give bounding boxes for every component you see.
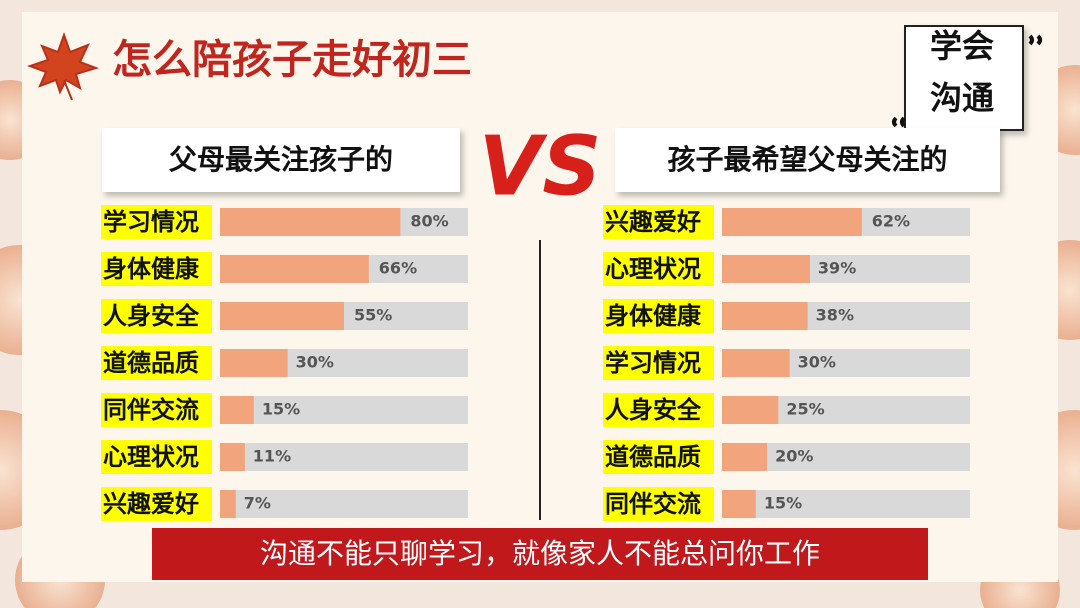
badge: 学会 沟通 bbox=[892, 25, 1042, 131]
category-label: 同伴交流 bbox=[605, 490, 701, 518]
bar bbox=[220, 255, 369, 283]
value-label: 15% bbox=[262, 400, 300, 419]
value-label: 66% bbox=[379, 259, 417, 278]
category-label: 心理状况 bbox=[605, 255, 701, 283]
category-label: 学习情况 bbox=[103, 208, 199, 236]
bar bbox=[722, 302, 808, 330]
category-highlight bbox=[101, 487, 212, 521]
category-label: 同伴交流 bbox=[103, 396, 199, 424]
category-highlight bbox=[101, 252, 212, 286]
bar bbox=[220, 490, 236, 518]
bar bbox=[220, 302, 344, 330]
bar bbox=[220, 443, 245, 471]
value-label: 55% bbox=[354, 306, 392, 325]
badge-line: 学会 bbox=[930, 27, 994, 65]
bar bbox=[220, 396, 254, 424]
bar bbox=[722, 490, 756, 518]
value-label: 20% bbox=[775, 447, 813, 466]
page-title: 怎么陪孩子走好初三 bbox=[112, 37, 472, 83]
chart-title: 孩子最希望父母关注的 bbox=[667, 143, 947, 176]
value-label: 38% bbox=[816, 306, 854, 325]
value-label: 39% bbox=[818, 259, 856, 278]
value-label: 7% bbox=[244, 494, 271, 513]
category-label: 身体健康 bbox=[103, 255, 200, 283]
category-highlight bbox=[603, 346, 714, 380]
category-label: 道德品质 bbox=[103, 349, 199, 377]
footer-box bbox=[152, 528, 928, 580]
bar-track bbox=[722, 490, 970, 518]
category-label: 人身安全 bbox=[605, 396, 702, 424]
bar bbox=[220, 349, 288, 377]
category-highlight bbox=[603, 252, 714, 286]
bar bbox=[722, 208, 862, 236]
chart-title: 父母最关注孩子的 bbox=[169, 143, 393, 176]
category-highlight bbox=[101, 440, 212, 474]
category-label: 兴趣爱好 bbox=[103, 490, 199, 518]
value-label: 25% bbox=[786, 400, 824, 419]
vs-label: VS bbox=[479, 119, 602, 214]
category-highlight bbox=[603, 440, 714, 474]
category-label: 道德品质 bbox=[605, 443, 701, 471]
bar bbox=[722, 349, 790, 377]
category-label: 学习情况 bbox=[605, 349, 701, 377]
category-highlight bbox=[603, 205, 714, 239]
quote-mark bbox=[892, 34, 1042, 128]
category-label: 人身安全 bbox=[103, 302, 200, 330]
value-label: 15% bbox=[764, 494, 802, 513]
bar bbox=[722, 396, 779, 424]
category-highlight bbox=[101, 346, 212, 380]
bar-track bbox=[220, 396, 468, 424]
chart-header-box bbox=[615, 128, 1000, 192]
category-highlight bbox=[101, 205, 212, 239]
value-label: 30% bbox=[296, 353, 334, 372]
value-label: 62% bbox=[872, 212, 910, 231]
category-highlight bbox=[603, 487, 714, 521]
badge-line: 沟通 bbox=[930, 79, 994, 117]
category-highlight bbox=[603, 299, 714, 333]
bar bbox=[722, 443, 768, 471]
bar bbox=[220, 208, 401, 236]
footer-text: 沟通不能只聊学习，就像家人不能总问你工作 bbox=[260, 537, 820, 570]
category-highlight bbox=[603, 393, 714, 427]
maple-leaf bbox=[27, 31, 100, 101]
category-label: 心理状况 bbox=[103, 443, 199, 471]
category-highlight bbox=[101, 299, 212, 333]
category-highlight bbox=[101, 393, 212, 427]
value-label: 30% bbox=[798, 353, 836, 372]
value-label: 80% bbox=[410, 212, 448, 231]
category-label: 身体健康 bbox=[605, 302, 702, 330]
category-label: 兴趣爱好 bbox=[605, 208, 701, 236]
bar-track bbox=[220, 443, 468, 471]
bar-track bbox=[220, 490, 468, 518]
value-label: 11% bbox=[253, 447, 291, 466]
bar bbox=[722, 255, 810, 283]
chart-header-box bbox=[102, 128, 460, 192]
